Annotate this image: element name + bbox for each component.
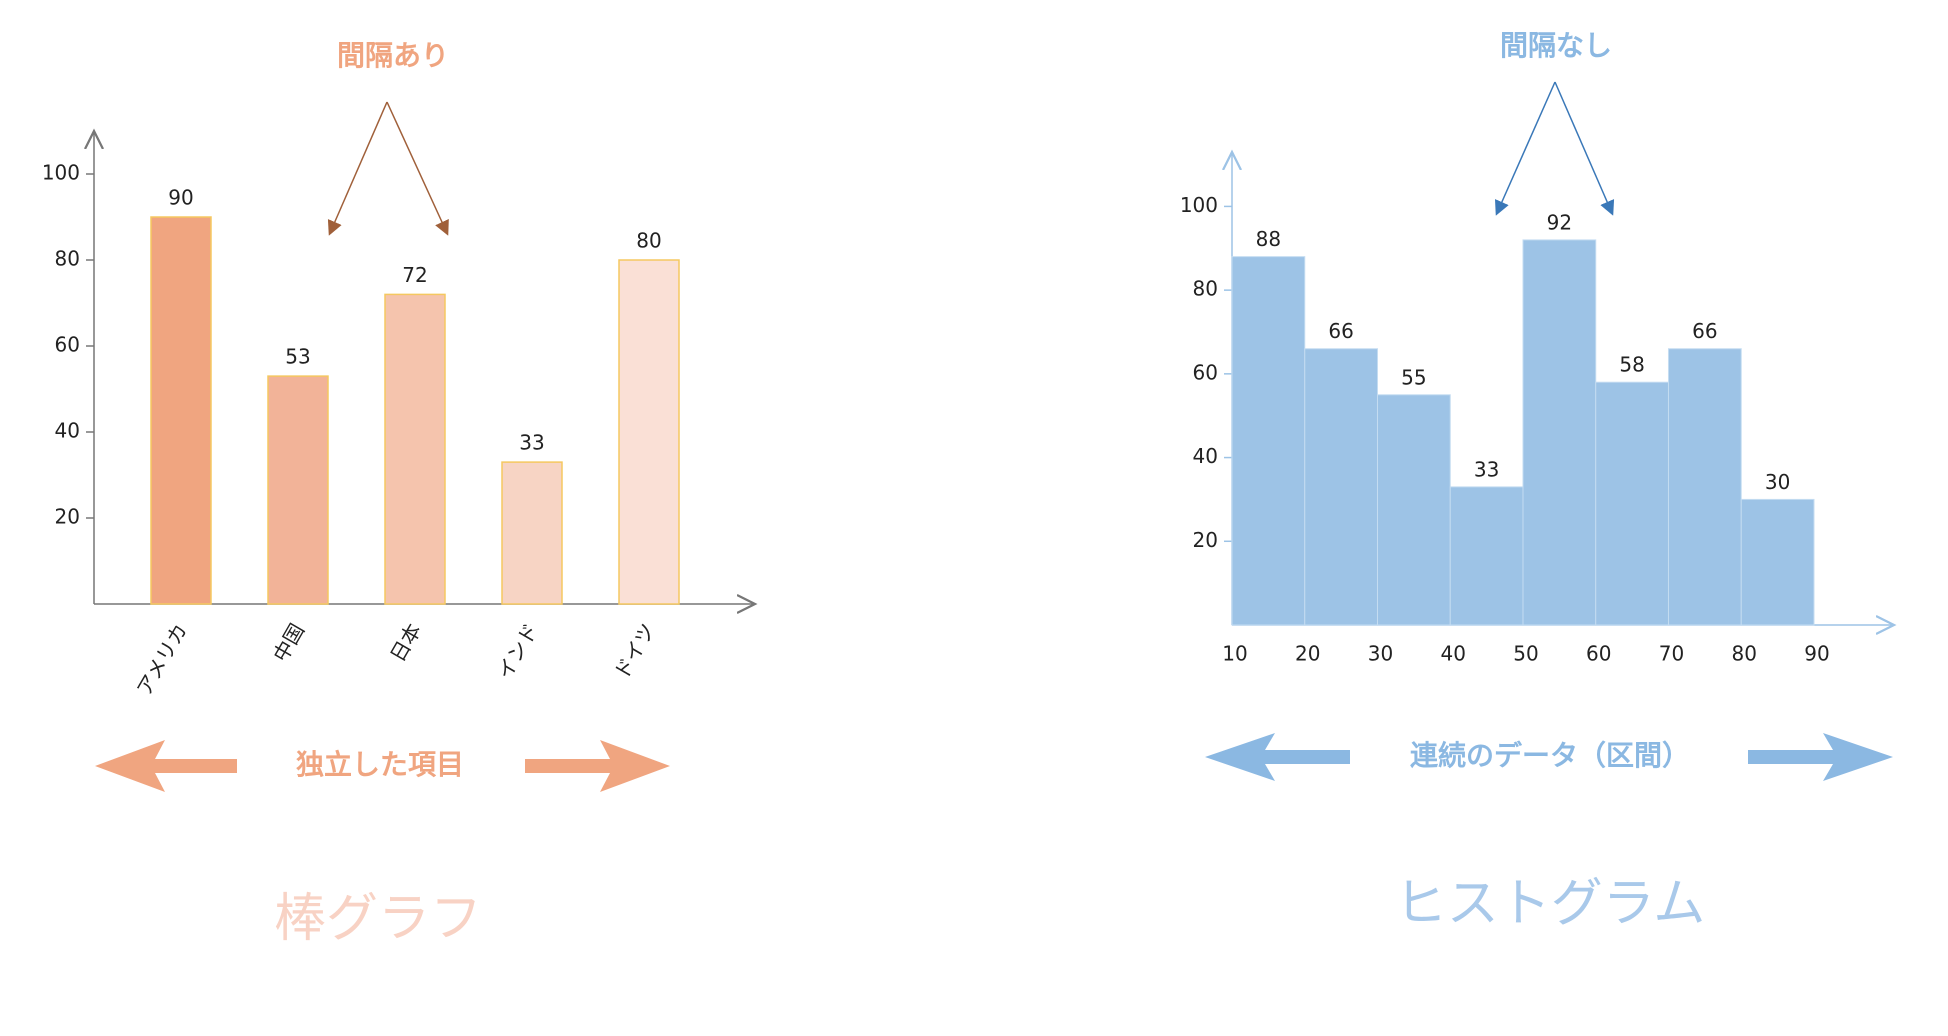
value-label: 30 [1765,470,1790,494]
x-tick-label: 10 [1222,642,1247,666]
annotation: 間隔あり [337,39,449,72]
x-tick-label: 50 [1513,642,1538,666]
category-label: 中国 [268,619,309,666]
histogram-bar [1740,498,1815,626]
bar [501,461,563,605]
y-tick-label: 20 [1193,528,1218,552]
annotation-arrow [1495,81,1556,216]
y-tick-label: 80 [1193,277,1218,301]
range-arrow [1205,733,1350,781]
annotation-arrow [1554,81,1615,216]
x-tick-label: 60 [1586,642,1611,666]
category-label: ドイツ [609,619,660,683]
range-arrow [1748,733,1893,781]
value-label: 80 [636,229,661,253]
annotation: 独立した項目 [296,748,464,781]
x-tick-label: 70 [1659,642,1684,666]
chart-title: 棒グラフ [274,889,482,949]
y-tick-label: 80 [55,247,80,271]
y-tick-label: 20 [55,505,80,529]
histogram-bar [1304,348,1378,626]
value-label: 58 [1619,353,1644,377]
x-tick-label: 20 [1295,642,1320,666]
histogram-bar [1231,256,1306,626]
category-label: アメリカ [132,619,192,699]
bar [384,293,446,605]
y-tick-label: 100 [42,161,80,185]
range-arrow [525,740,670,792]
category-label: インド [492,619,543,683]
annotation-arrow [386,101,449,236]
value-label: 55 [1401,365,1426,389]
histogram-bar [1522,239,1597,626]
annotation: 間隔なし [1500,29,1612,62]
bar [267,375,329,605]
value-label: 33 [1474,457,1499,481]
value-label: 90 [168,186,193,210]
annotation: 連続のデータ（区間） [1410,739,1690,772]
histogram-bar [1595,381,1669,626]
value-label: 72 [402,263,427,287]
chart-title: ヒストグラム [1395,874,1705,934]
annotation-arrow [327,101,388,236]
value-label: 53 [285,345,310,369]
value-label: 66 [1692,319,1717,343]
histogram-bar [1667,348,1742,626]
y-tick-label: 60 [55,333,80,357]
value-label: 33 [519,431,544,455]
y-tick-label: 60 [1193,360,1218,384]
category-label: 日本 [385,619,426,666]
x-tick-label: 80 [1732,642,1757,666]
x-tick-label: 40 [1441,642,1466,666]
histogram-bar [1449,486,1524,626]
range-arrow [95,740,237,792]
histogram-bar [1376,394,1451,626]
y-tick-label: 100 [1180,193,1218,217]
value-label: 66 [1328,319,1353,343]
value-label: 92 [1547,210,1572,234]
value-label: 88 [1256,227,1281,251]
x-tick-label: 30 [1368,642,1393,666]
y-tick-label: 40 [55,419,80,443]
x-tick-label: 90 [1804,642,1829,666]
bar [618,259,680,605]
y-tick-label: 40 [1193,444,1218,468]
bar [150,216,212,605]
